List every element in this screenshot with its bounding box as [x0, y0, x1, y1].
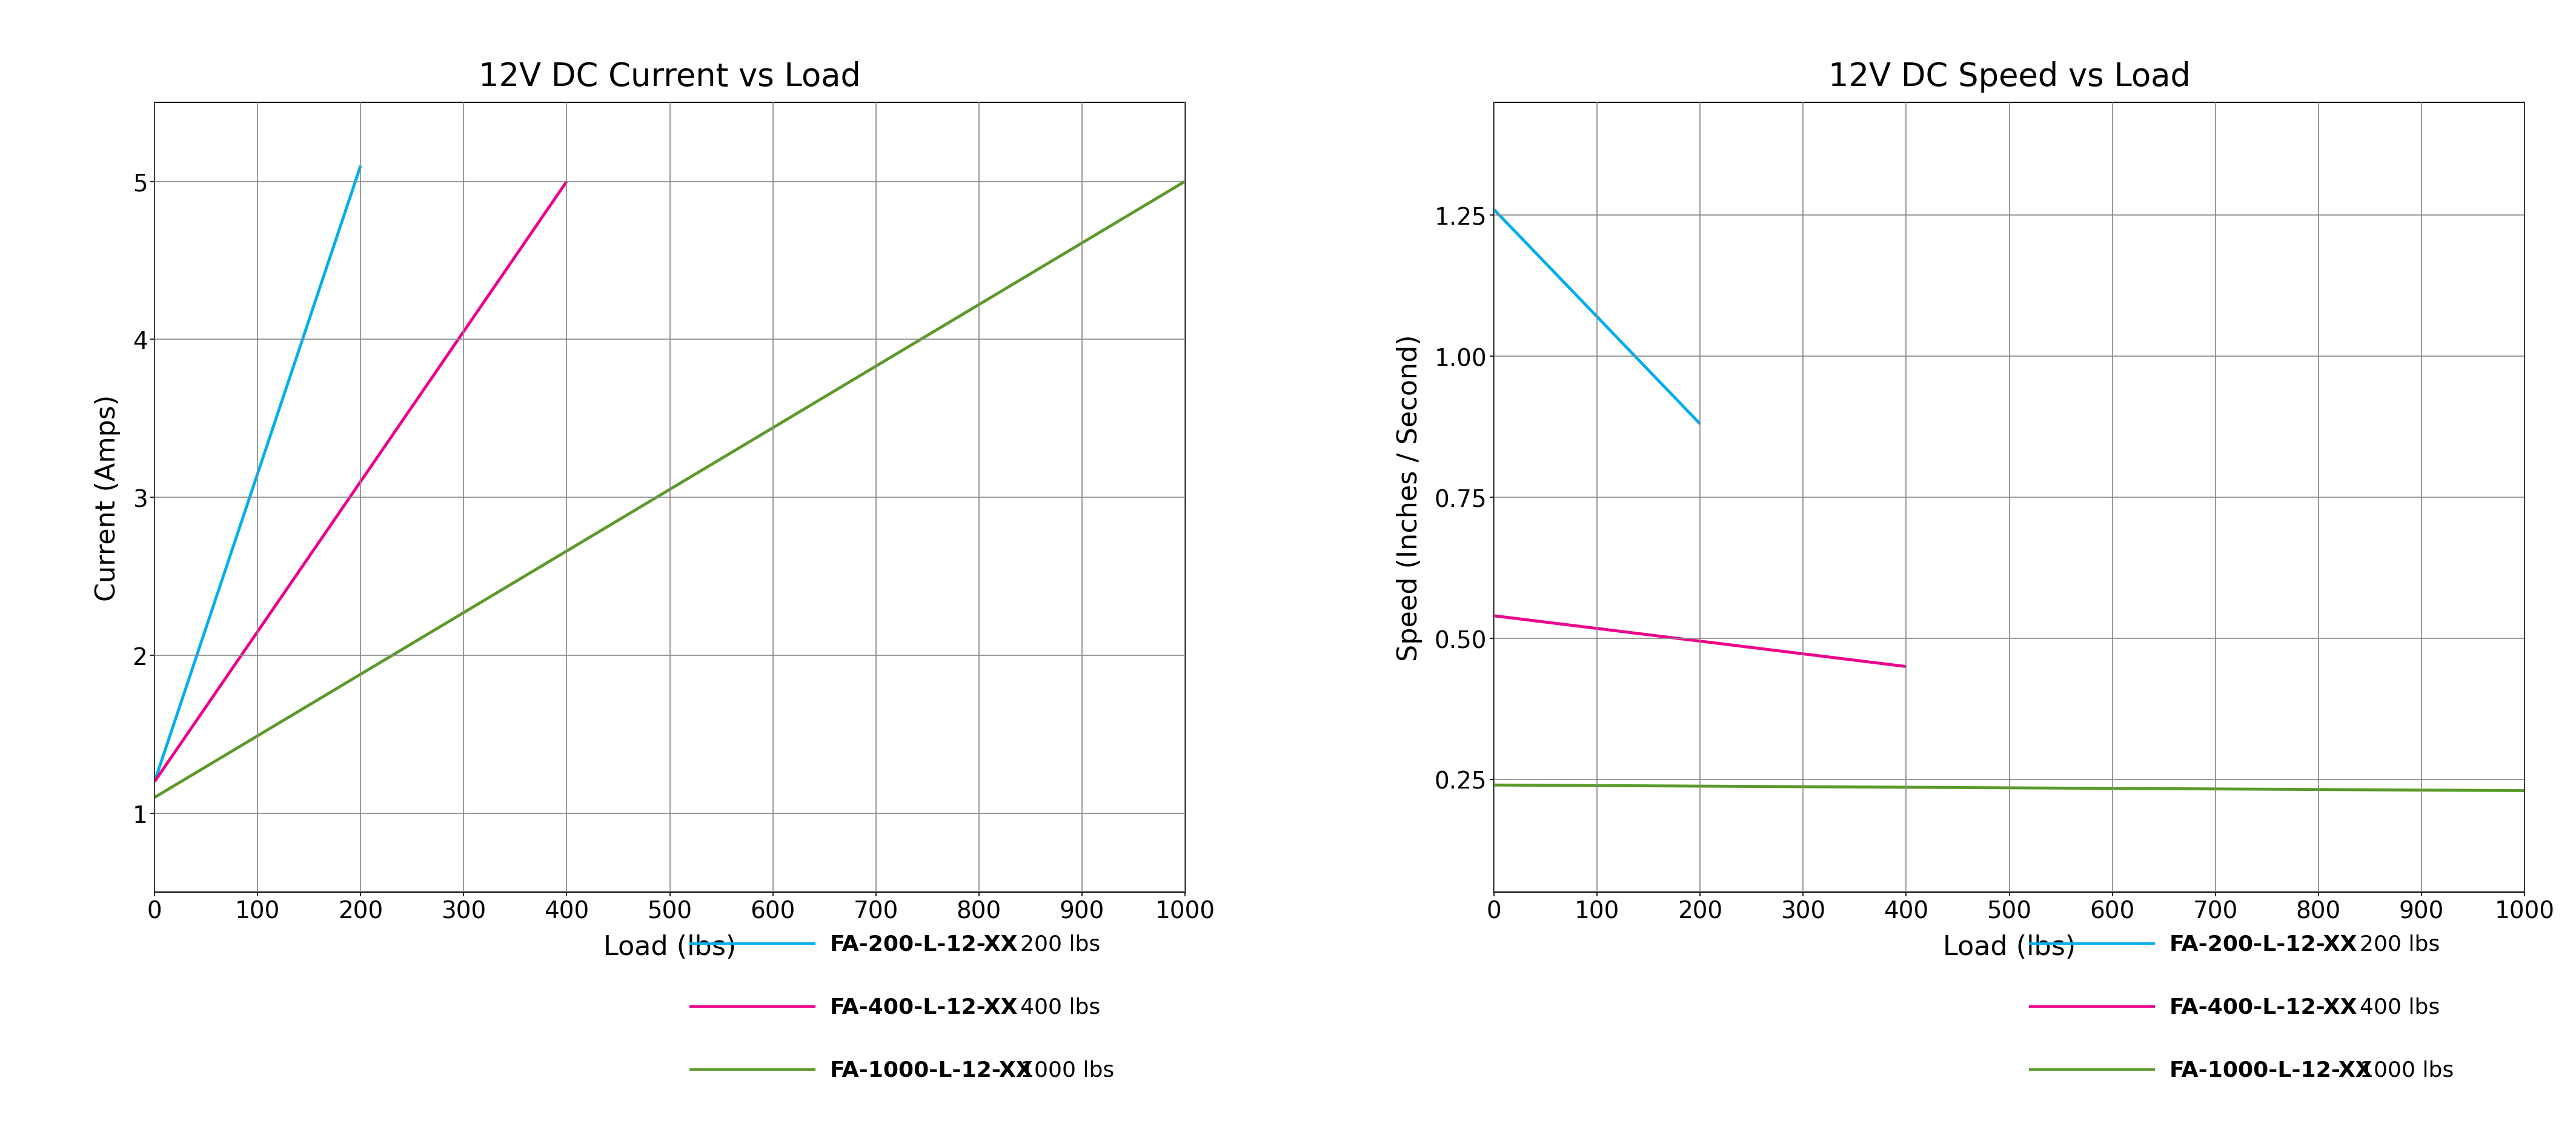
- Text: 200 lbs: 200 lbs: [2360, 934, 2439, 954]
- Text: 1000 lbs: 1000 lbs: [1020, 1059, 1115, 1080]
- Title: 12V DC Speed vs Load: 12V DC Speed vs Load: [1829, 62, 2190, 93]
- Text: FA-200-L-12-XX: FA-200-L-12-XX: [2169, 934, 2357, 954]
- Y-axis label: Current (Amps): Current (Amps): [95, 395, 121, 601]
- Text: 400 lbs: 400 lbs: [2360, 996, 2439, 1017]
- Text: FA-200-L-12-XX: FA-200-L-12-XX: [829, 934, 1018, 954]
- Title: 12V DC Current vs Load: 12V DC Current vs Load: [479, 62, 860, 93]
- Text: FA-1000-L-12-XX: FA-1000-L-12-XX: [829, 1059, 1033, 1080]
- Text: FA-400-L-12-XX: FA-400-L-12-XX: [829, 996, 1018, 1017]
- Text: 400 lbs: 400 lbs: [1020, 996, 1100, 1017]
- Text: 200 lbs: 200 lbs: [1020, 934, 1100, 954]
- Y-axis label: Speed (Inches / Second): Speed (Inches / Second): [1396, 334, 1422, 661]
- Text: FA-1000-L-12-XX: FA-1000-L-12-XX: [2169, 1059, 2372, 1080]
- Text: FA-400-L-12-XX: FA-400-L-12-XX: [2169, 996, 2357, 1017]
- Text: 1000 lbs: 1000 lbs: [2360, 1059, 2455, 1080]
- X-axis label: Load (lbs): Load (lbs): [1942, 935, 2076, 960]
- X-axis label: Load (lbs): Load (lbs): [603, 935, 737, 960]
